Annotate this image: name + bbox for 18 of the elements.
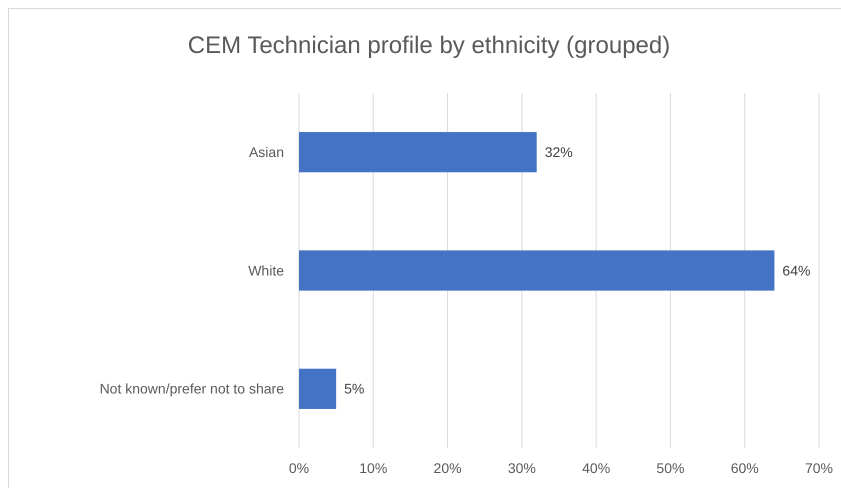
y-tick-label: Asian bbox=[248, 144, 284, 160]
y-tick-label: White bbox=[248, 262, 284, 278]
x-tick-label: 10% bbox=[359, 460, 388, 476]
x-tick-label: 0% bbox=[288, 460, 310, 476]
bar bbox=[299, 132, 537, 172]
x-tick-label: 20% bbox=[434, 460, 462, 476]
x-tick-label: 30% bbox=[508, 460, 536, 476]
data-label: 64% bbox=[782, 262, 810, 278]
x-tick-label: 40% bbox=[582, 460, 610, 476]
data-label: 32% bbox=[544, 144, 573, 160]
bar bbox=[299, 250, 774, 291]
chart-title: CEM Technician profile by ethnicity (grouped) bbox=[188, 32, 670, 59]
x-tick-label: 70% bbox=[804, 460, 834, 476]
x-tick-label: 60% bbox=[730, 460, 759, 476]
bar bbox=[299, 368, 336, 409]
data-label: 5% bbox=[344, 380, 364, 397]
x-tick-label: 50% bbox=[656, 460, 684, 476]
y-tick-label: Not known/prefer not to share bbox=[100, 380, 284, 397]
